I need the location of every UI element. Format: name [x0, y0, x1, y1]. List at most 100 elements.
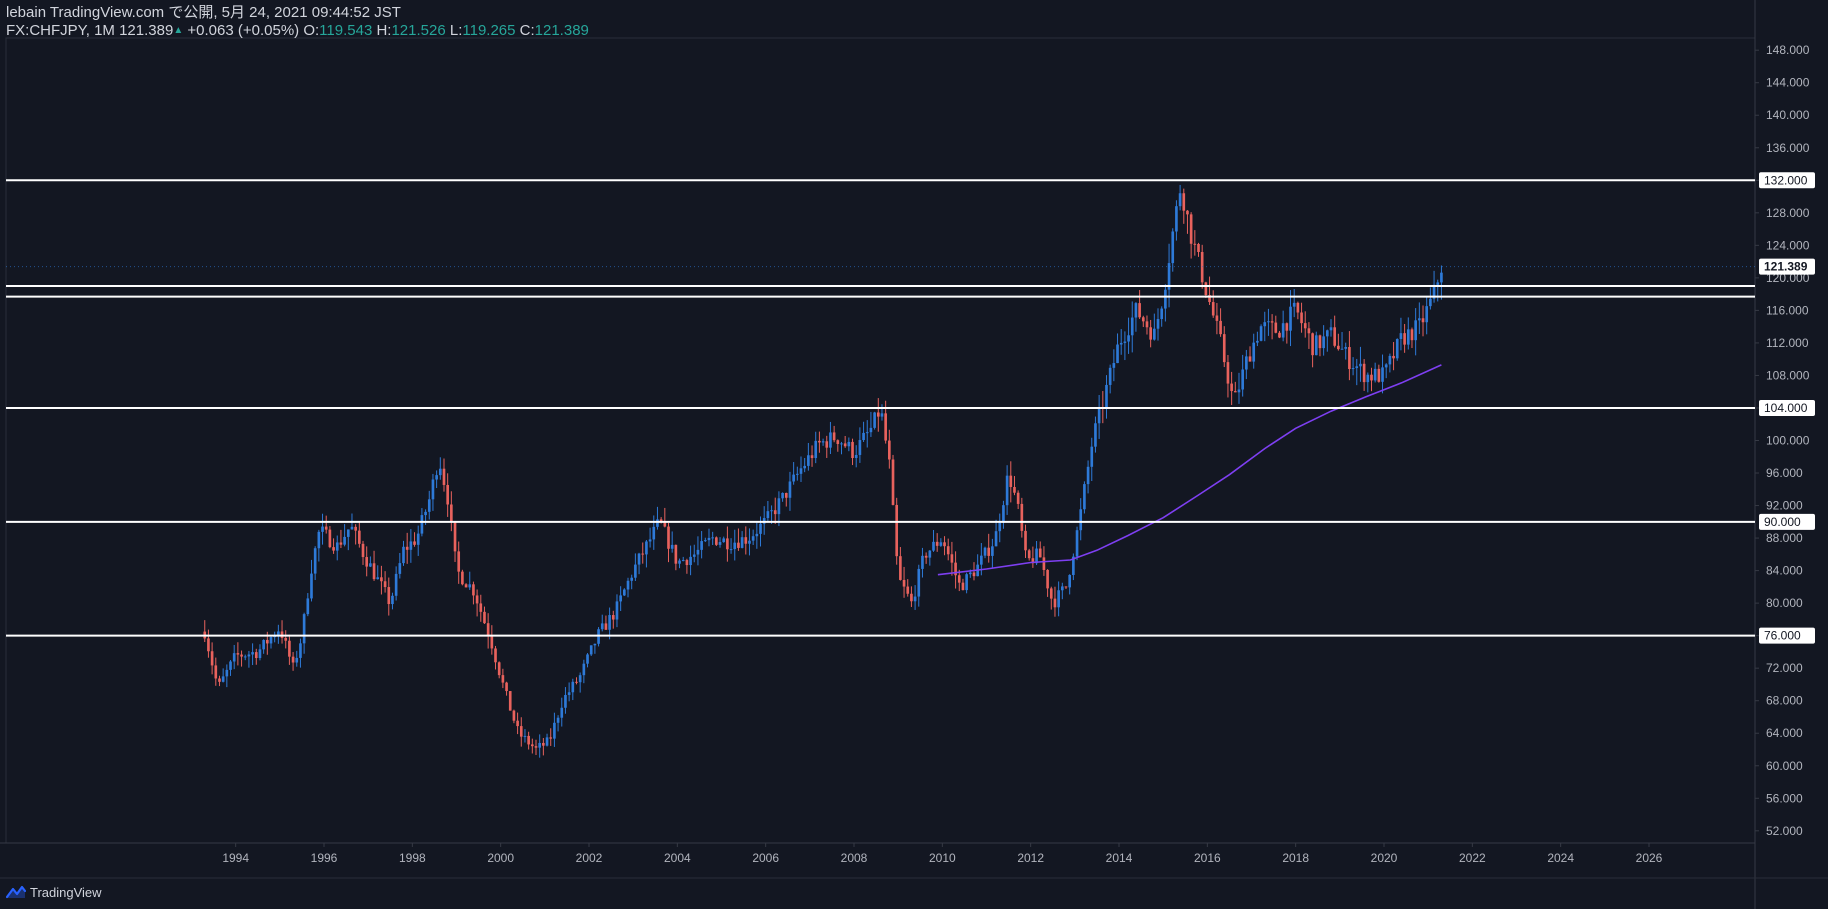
plot-frame — [5, 37, 1756, 844]
candle-body — [991, 546, 994, 556]
candle-body — [807, 455, 810, 466]
x-tick-label: 1998 — [399, 851, 426, 865]
candle-body — [737, 542, 740, 548]
candle-body — [1440, 272, 1443, 283]
candle-body — [1348, 347, 1351, 370]
level-price-label: 76.000 — [1764, 629, 1801, 643]
close-value: 121.389 — [534, 22, 589, 39]
candle-body — [615, 601, 619, 620]
candle-body — [1156, 319, 1160, 329]
candle-body — [575, 681, 578, 683]
candle-body — [744, 537, 748, 544]
candle-body — [405, 546, 409, 550]
candle-body — [847, 441, 851, 447]
candle-body — [873, 412, 876, 428]
candle-body — [383, 581, 387, 588]
tradingview-brand[interactable]: TradingView — [6, 883, 102, 901]
candle-body — [251, 652, 254, 655]
candle-body — [1182, 193, 1186, 211]
candle-body — [1226, 362, 1230, 384]
publish-info: lebain TradingView.com で公開, 5月 24, 2021 … — [6, 4, 401, 21]
y-tick-label: 80.000 — [1766, 596, 1803, 610]
candle-body — [1123, 341, 1127, 343]
candle-body — [479, 603, 483, 612]
candle-body — [1097, 407, 1101, 424]
candle-body — [1013, 486, 1016, 493]
candle-body — [361, 543, 365, 558]
candle-body — [891, 459, 895, 505]
candle-body — [1344, 347, 1348, 349]
candles — [203, 184, 1443, 758]
candle-body — [369, 563, 372, 567]
y-tick-label: 52.000 — [1766, 824, 1803, 838]
candle-body — [1094, 423, 1097, 447]
candle-body — [358, 530, 361, 544]
candle-body — [1337, 345, 1340, 350]
candle-body — [1237, 389, 1241, 393]
y-tick-label: 56.000 — [1766, 791, 1803, 805]
candle-body — [578, 675, 582, 683]
high-label: H: — [376, 22, 392, 39]
candle-body — [453, 521, 457, 552]
brand-label: TradingView — [30, 884, 102, 900]
open-value: 119.543 — [319, 22, 373, 39]
candle-body — [472, 584, 475, 596]
candle-body — [1064, 586, 1068, 588]
candle-body — [516, 720, 519, 727]
candle-body — [1053, 598, 1057, 608]
candle-body — [1267, 321, 1270, 323]
candle-body — [508, 691, 512, 711]
candle-body — [773, 510, 777, 515]
candle-body — [943, 542, 946, 547]
candle-body — [980, 555, 983, 565]
up-arrow-icon: ▲ — [173, 25, 184, 36]
candle-body — [1127, 335, 1130, 342]
candle-body — [1303, 323, 1307, 329]
close-label: C: — [519, 22, 535, 39]
candle-body — [729, 549, 733, 551]
candle-body — [1292, 302, 1296, 307]
candle-body — [438, 468, 442, 476]
candle-body — [589, 645, 593, 655]
y-tick-label: 144.000 — [1766, 76, 1810, 90]
candle-body — [788, 481, 792, 498]
level-price-badge — [1759, 399, 1815, 416]
candle-body — [409, 541, 413, 550]
candle-body — [1329, 327, 1333, 331]
candle-body — [464, 584, 468, 588]
candle-body — [814, 440, 818, 459]
candle-body — [1322, 336, 1325, 349]
candle-body — [1035, 548, 1038, 564]
candle-body — [1230, 383, 1233, 392]
candle-body — [954, 562, 957, 576]
candle-body — [998, 522, 1002, 532]
candle-body — [1215, 315, 1219, 321]
candle-body — [1245, 356, 1248, 370]
candle-body — [659, 519, 663, 522]
tradingview-logo-icon — [6, 885, 26, 899]
candle-body — [888, 440, 891, 460]
candle-body — [965, 574, 968, 591]
candle-body — [913, 596, 917, 602]
candle-body — [214, 665, 218, 679]
last-price-label: 121.389 — [1764, 260, 1808, 274]
candle-body — [335, 542, 339, 551]
candle-body — [1395, 339, 1399, 359]
y-tick-label: 84.000 — [1766, 564, 1803, 578]
candle-body — [1252, 342, 1256, 362]
x-tick-label: 2004 — [664, 851, 691, 865]
y-tick-label: 60.000 — [1766, 759, 1803, 773]
x-tick-label: 2006 — [752, 851, 779, 865]
candle-body — [876, 412, 880, 417]
candle-body — [1200, 252, 1204, 283]
candle-body — [865, 432, 869, 434]
candle-body — [1164, 289, 1167, 309]
candle-body — [317, 531, 321, 549]
candle-body — [1432, 284, 1436, 299]
candle-body — [1366, 374, 1370, 383]
candle-body — [1020, 503, 1024, 531]
candle-body — [968, 572, 972, 575]
candle-body — [1079, 509, 1083, 531]
candle-body — [232, 653, 236, 662]
